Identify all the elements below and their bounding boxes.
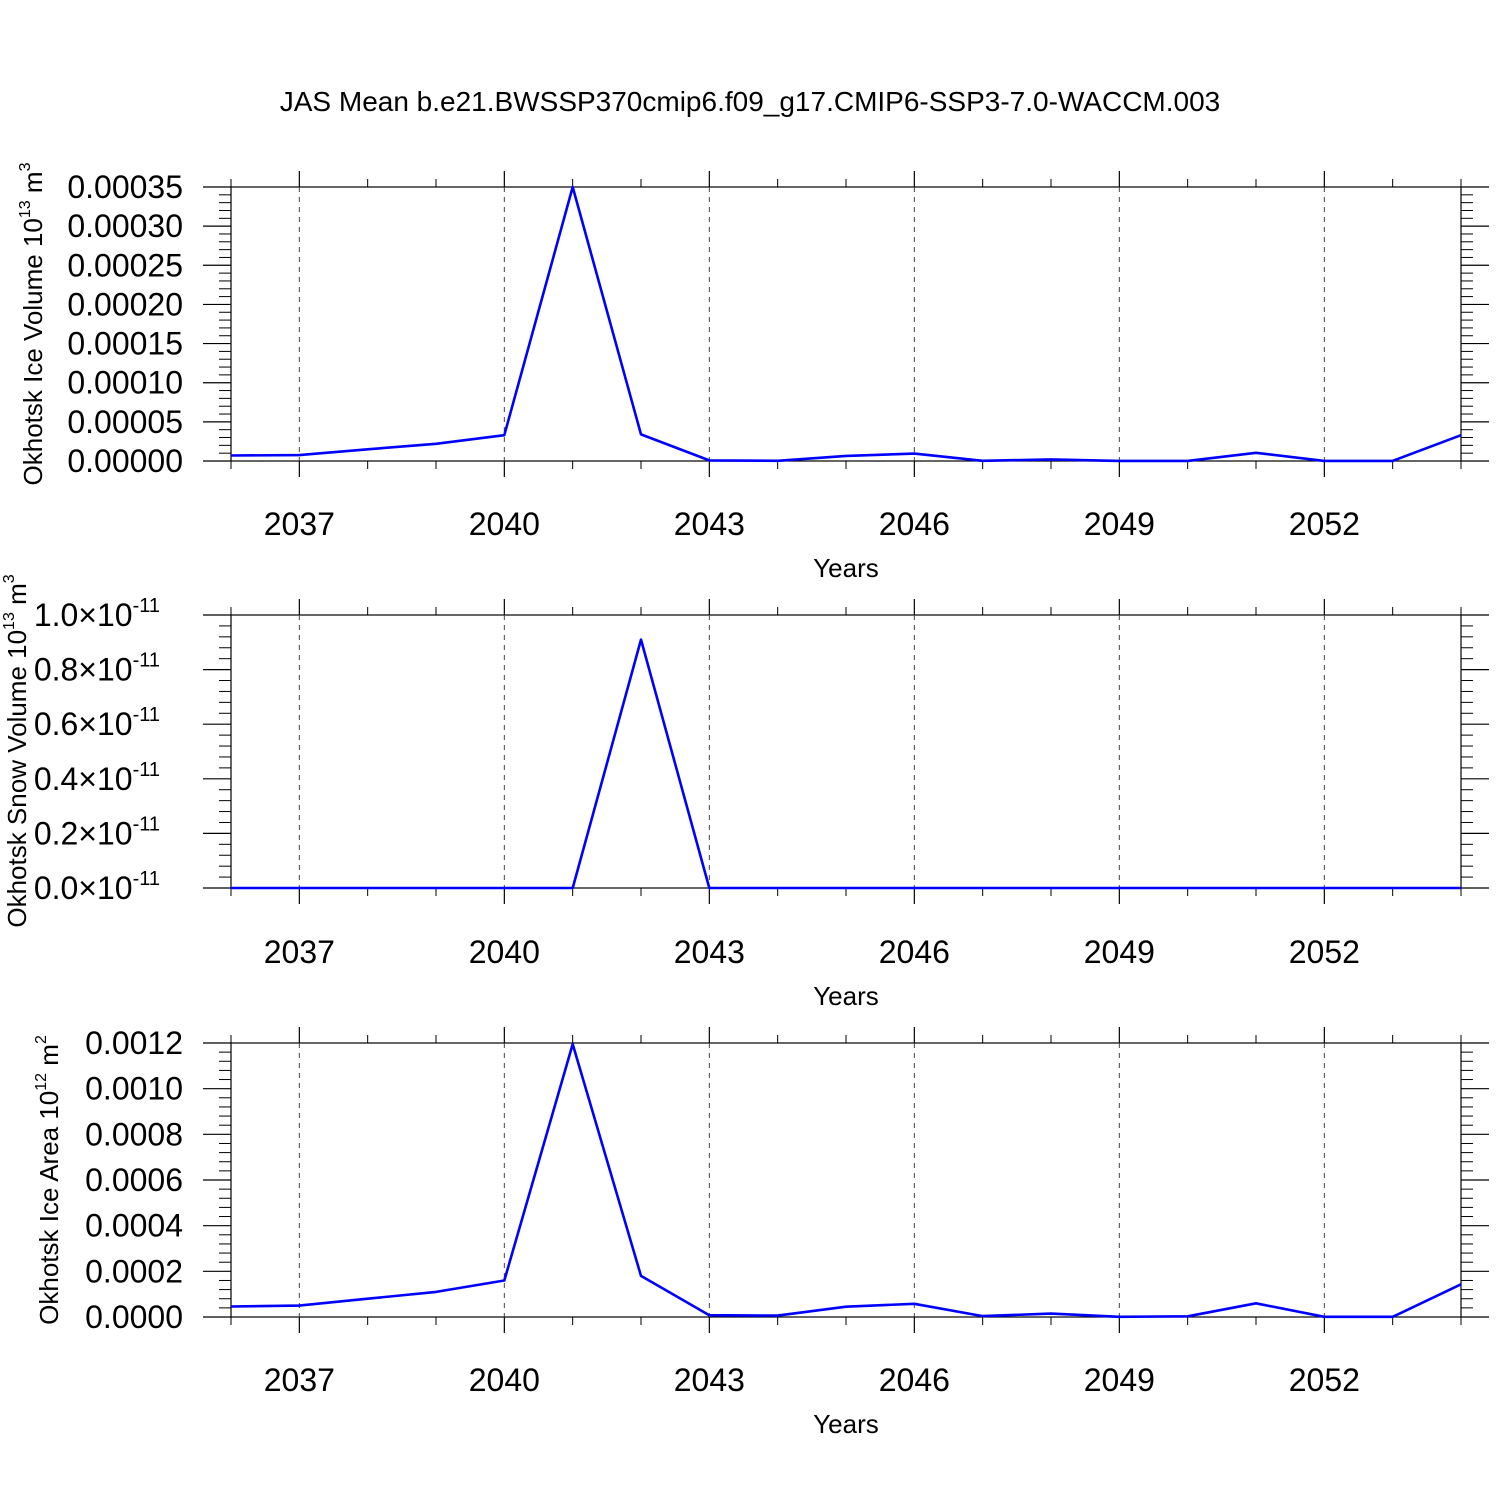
- y-tick-label: 0.0004: [85, 1208, 183, 1244]
- y-tick-label: 1.0×10-11: [34, 595, 160, 633]
- x-tick-label: 2043: [674, 506, 745, 542]
- y-tick-label: 0.00035: [67, 169, 183, 205]
- plot-frame: [230, 186, 1462, 462]
- series-line: [231, 638, 1461, 890]
- y-tick-label: 0.00025: [67, 247, 183, 283]
- figure-title: JAS Mean b.e21.BWSSP370cmip6.f09_g17.CMI…: [280, 86, 1221, 117]
- x-tick-label: 2040: [469, 934, 540, 970]
- x-tick-label: 2040: [469, 1362, 540, 1398]
- x-axis-label: Years: [813, 1409, 879, 1439]
- y-axis-label: Okhotsk Ice Volume 1013 m3: [17, 162, 48, 485]
- y-tick-label: 0.00020: [67, 286, 183, 322]
- x-tick-label: 2049: [1084, 506, 1155, 542]
- y-tick-label: 0.0006: [85, 1162, 183, 1198]
- plot-frame: [230, 1042, 1462, 1318]
- y-tick-label: 0.00030: [67, 208, 183, 244]
- y-tick-label: 0.8×10-11: [34, 650, 160, 688]
- y-tick-label: 0.0008: [85, 1116, 183, 1152]
- y-tick-label: 0.6×10-11: [34, 704, 160, 742]
- panel-1: 2037 2040 2043 2046 2049 20520.000000.000050.…: [17, 162, 1489, 583]
- x-tick-label: 2037: [264, 506, 335, 542]
- y-axis-label: Okhotsk Ice Area 1012 m2: [33, 1035, 64, 1325]
- x-tick-label: 2052: [1289, 934, 1360, 970]
- series-line: [230, 1042, 1462, 1319]
- x-tick-label: 2049: [1084, 934, 1155, 970]
- panel-3: 2037 2040 2043 2046 2049 2052 0.0000 0.0002 0.00…: [33, 1025, 1489, 1439]
- y-tick-label: 0.00005: [67, 404, 183, 440]
- x-axis-label: Years: [813, 981, 879, 1011]
- x-tick-label: 2037: [264, 1362, 335, 1398]
- x-tick-label: 2037: [264, 934, 335, 970]
- y-axis-label: Okhotsk Snow Volume 1013 m3: [1, 574, 32, 927]
- x-tick-label: 2046: [879, 506, 950, 542]
- y-tick-label: 0.0000: [85, 1299, 183, 1335]
- plot-frame: [230, 614, 1462, 889]
- x-tick-label: 2043: [674, 934, 745, 970]
- y-tick-label: 0.2×10-11: [34, 813, 160, 851]
- panel-2: 2037 2040 2043 2046 2049 2052 0.0×10-11 0.2×10-…: [1, 574, 1489, 1011]
- y-tick-label: 0.0×10-11: [34, 868, 160, 906]
- x-tick-label: 2046: [879, 934, 950, 970]
- x-tick-label: 2043: [674, 1362, 745, 1398]
- x-tick-label: 2046: [879, 1362, 950, 1398]
- y-tick-label: 0.0012: [85, 1025, 183, 1061]
- y-tick-label: 0.0010: [85, 1071, 183, 1107]
- x-tick-label: 2052: [1289, 1362, 1360, 1398]
- y-tick-label: 0.4×10-11: [34, 759, 160, 797]
- series-line: [230, 185, 1462, 463]
- x-tick-label: 2040: [469, 506, 540, 542]
- x-axis-label: Years: [813, 553, 879, 583]
- y-tick-label: 0.00000: [67, 443, 183, 479]
- y-tick-label: 0.00015: [67, 326, 183, 362]
- y-tick-label: 0.0002: [85, 1253, 183, 1289]
- x-tick-label: 2049: [1084, 1362, 1155, 1398]
- y-tick-label: 0.00010: [67, 365, 183, 401]
- x-tick-label: 2052: [1289, 506, 1360, 542]
